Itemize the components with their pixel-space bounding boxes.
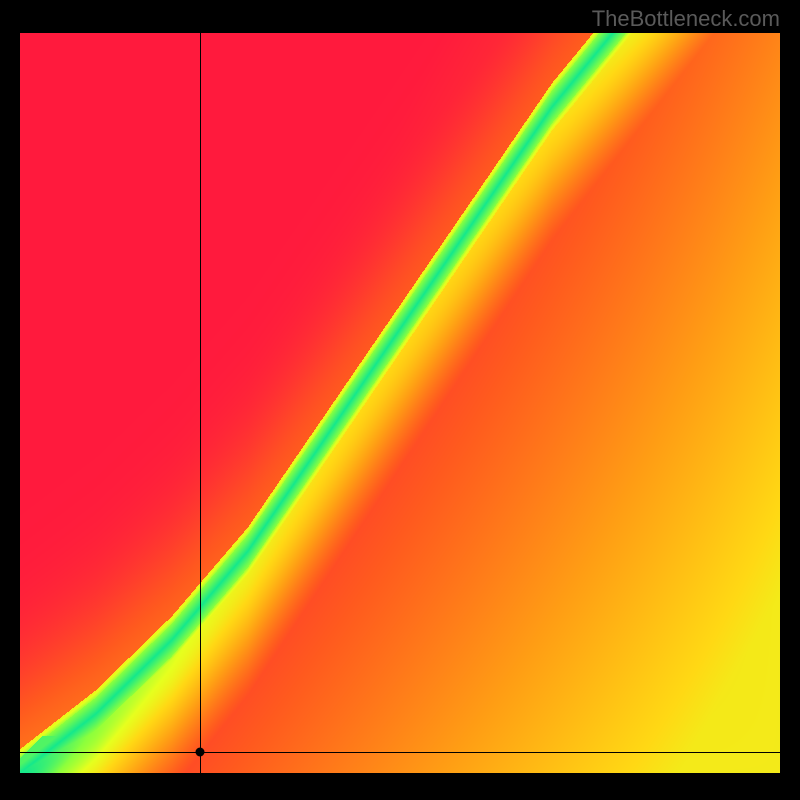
watermark-text: TheBottleneck.com	[592, 6, 780, 32]
crosshair-vertical	[200, 33, 201, 773]
chart-container: TheBottleneck.com	[0, 0, 800, 800]
plot-area	[20, 33, 780, 773]
crosshair-horizontal	[20, 752, 780, 753]
heatmap-canvas	[20, 33, 780, 773]
data-point-marker	[196, 748, 205, 757]
